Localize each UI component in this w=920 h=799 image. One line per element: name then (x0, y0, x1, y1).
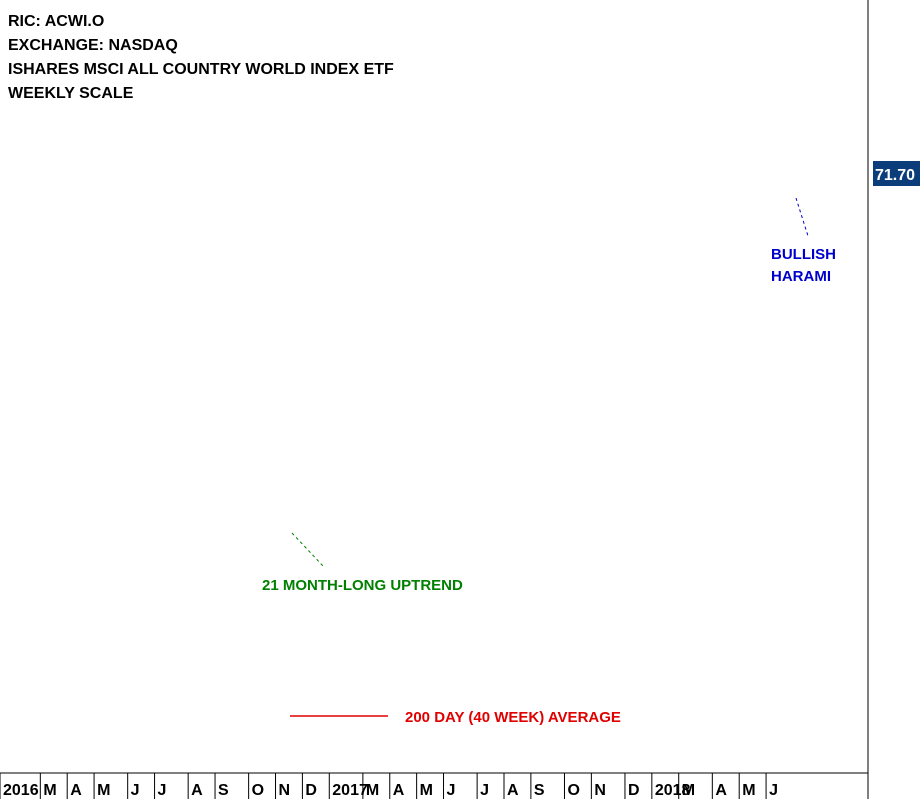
x-tick-label: D (628, 782, 640, 799)
scale-label: WEEKLY SCALE (8, 85, 134, 102)
chart-info: RIC: ACWI.O EXCHANGE: NASDAQ ISHARES MSC… (8, 10, 394, 106)
harami-label-2: HARAMI (771, 268, 831, 285)
exchange-label: EXCHANGE: NASDAQ (8, 37, 178, 54)
x-tick-label: A (715, 782, 727, 799)
x-tick-label: S (218, 782, 229, 799)
x-tick-label: A (507, 782, 519, 799)
x-tick-label: N (279, 782, 291, 799)
x-tick-label: M (742, 782, 755, 799)
x-tick-label: J (158, 782, 167, 799)
x-tick-label: M (420, 782, 433, 799)
x-tick-label: 2017 (332, 782, 368, 799)
x-tick-label: J (131, 782, 140, 799)
uptrend-label: 21 MONTH-LONG UPTREND (262, 577, 463, 594)
x-tick-label: D (305, 782, 317, 799)
legend-label: 200 DAY (40 WEEK) AVERAGE (405, 709, 621, 726)
security-name: ISHARES MSCI ALL COUNTRY WORLD INDEX ETF (8, 61, 394, 78)
x-tick-label: J (447, 782, 456, 799)
x-tick-label: O (252, 782, 264, 799)
last-price-badge: 71.70 (873, 161, 920, 186)
x-tick-label: J (769, 782, 778, 799)
annotations: 21 MONTH-LONG UPTREND BULLISH HARAMI 200… (262, 197, 836, 726)
x-tick-label: M (43, 782, 56, 799)
harami-label-1: BULLISH (771, 246, 836, 263)
harami-pointer (795, 197, 809, 237)
x-tick-label: S (534, 782, 545, 799)
x-tick-label: O (567, 782, 579, 799)
x-tick-label: 2016 (3, 782, 39, 799)
x-tick-label: M (366, 782, 379, 799)
last-price-text: 71.70 (875, 167, 915, 184)
x-tick-label: A (393, 782, 405, 799)
x-tick-label: M (682, 782, 695, 799)
ric-label: RIC: ACWI.O (8, 13, 105, 30)
x-tick-label: A (70, 782, 82, 799)
x-tick-label: M (97, 782, 110, 799)
x-tick-label: N (594, 782, 606, 799)
x-tick-label: 2018 (655, 782, 691, 799)
x-tick-label: J (480, 782, 489, 799)
x-tick-label: A (191, 782, 203, 799)
uptrend-pointer (291, 532, 324, 567)
